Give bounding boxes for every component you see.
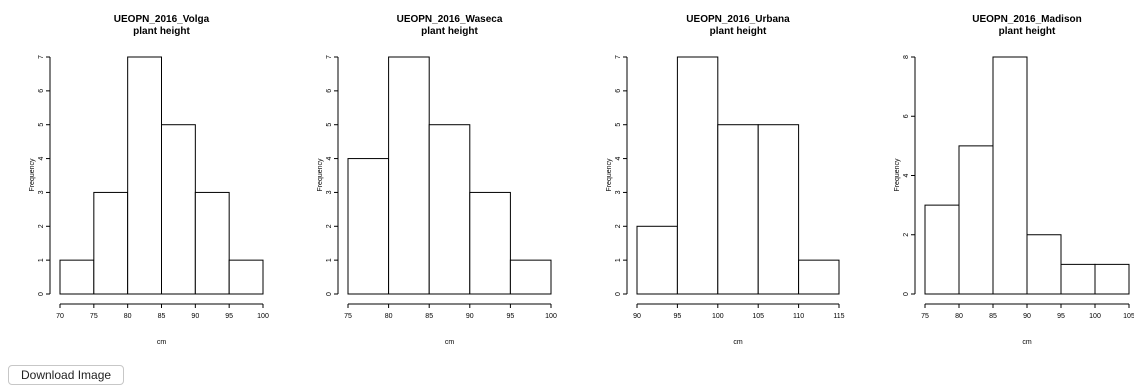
histogram-bar (127, 56, 162, 295)
y-tick-label: 0 (903, 292, 910, 296)
x-tick-label: 90 (1023, 313, 1031, 320)
y-tick-label: 4 (615, 157, 622, 161)
x-axis-label: cm (157, 339, 167, 346)
x-tick-label: 90 (633, 313, 641, 320)
histogram-bar (59, 259, 95, 295)
y-tick-label: 6 (615, 89, 622, 93)
x-tick-label: 80 (385, 313, 393, 320)
y-tick-label: 3 (326, 190, 333, 194)
chart-title: UEOPN_2016_Madison (972, 14, 1082, 25)
y-tick-label: 5 (615, 123, 622, 127)
histogram-bar (509, 259, 552, 295)
y-tick-label: 7 (615, 55, 622, 59)
chart-subtitle: plant height (133, 26, 190, 37)
histogram-bar (388, 56, 430, 295)
chart-subtitle: plant height (421, 26, 478, 37)
x-tick-label: 100 (257, 313, 269, 320)
y-tick-label: 3 (615, 190, 622, 194)
histogram-bar (1094, 263, 1130, 295)
y-axis-label: Frequency (894, 158, 901, 192)
chart-title: UEOPN_2016_Waseca (397, 14, 503, 25)
x-tick-label: 100 (712, 313, 724, 320)
y-tick-label: 4 (326, 157, 333, 161)
x-tick-label: 75 (921, 313, 929, 320)
histogram-bar (757, 124, 800, 295)
histogram-bar (347, 158, 390, 295)
y-tick-label: 2 (326, 224, 333, 228)
y-tick-label: 0 (326, 292, 333, 296)
x-tick-label: 105 (1123, 313, 1134, 320)
y-tick-label: 7 (326, 55, 333, 59)
y-tick-label: 4 (38, 157, 45, 161)
histogram-bar (958, 145, 994, 295)
histogram-bar (636, 225, 678, 295)
histogram-bar (992, 56, 1028, 295)
y-tick-label: 2 (38, 224, 45, 228)
y-tick-label: 4 (903, 173, 910, 177)
x-tick-label: 95 (1057, 313, 1065, 320)
x-tick-label: 80 (955, 313, 963, 320)
x-tick-label: 115 (833, 313, 844, 320)
y-tick-label: 5 (38, 123, 45, 127)
histogram-bar (194, 191, 230, 295)
x-tick-label: 75 (344, 313, 352, 320)
x-axis-label: cm (1022, 339, 1032, 346)
chart-subtitle: plant height (999, 26, 1056, 37)
x-tick-label: 85 (989, 313, 997, 320)
y-axis-label: Frequency (317, 158, 324, 192)
x-tick-label: 105 (752, 313, 764, 320)
histogram-bar (717, 124, 759, 295)
download-image-button[interactable]: Download Image (8, 365, 125, 385)
chart-subtitle: plant height (710, 26, 767, 37)
x-tick-label: 95 (674, 313, 682, 320)
x-tick-label: 70 (56, 313, 64, 320)
chart-title: UEOPN_2016_Volga (114, 14, 210, 25)
histogram-bar (1026, 234, 1062, 295)
y-tick-label: 0 (38, 292, 45, 296)
histogram-bar (798, 259, 840, 295)
x-tick-label: 100 (545, 313, 557, 320)
x-tick-label: 95 (507, 313, 515, 320)
x-tick-label: 95 (225, 313, 233, 320)
histogram-bar (1060, 263, 1096, 295)
histogram-bar (93, 191, 129, 295)
y-axis-label: Frequency (29, 158, 36, 192)
x-tick-label: 80 (124, 313, 132, 320)
y-tick-label: 1 (326, 258, 333, 262)
x-axis-label: cm (445, 339, 455, 346)
y-tick-label: 1 (615, 258, 622, 262)
y-tick-label: 8 (903, 55, 910, 59)
histogram-bar (924, 204, 960, 295)
histogram-bar (469, 191, 511, 295)
histogram-bar (228, 259, 264, 295)
x-tick-label: 90 (191, 313, 199, 320)
x-tick-label: 85 (425, 313, 433, 320)
x-tick-label: 85 (158, 313, 166, 320)
histogram-bar (161, 124, 196, 295)
y-tick-label: 7 (38, 55, 45, 59)
y-tick-label: 6 (326, 89, 333, 93)
y-axis-label: Frequency (606, 158, 613, 192)
y-tick-label: 3 (38, 190, 45, 194)
chart-title: UEOPN_2016_Urbana (686, 14, 790, 25)
x-tick-label: 75 (90, 313, 98, 320)
y-tick-label: 0 (615, 292, 622, 296)
x-tick-label: 110 (793, 313, 804, 320)
y-tick-label: 6 (38, 89, 45, 93)
x-tick-label: 100 (1089, 313, 1101, 320)
y-tick-label: 2 (903, 233, 910, 237)
y-tick-label: 5 (326, 123, 333, 127)
histogram-bar (676, 56, 719, 295)
y-tick-label: 1 (38, 258, 45, 262)
y-tick-label: 2 (615, 224, 622, 228)
histogram-bar (428, 124, 471, 295)
x-tick-label: 90 (466, 313, 474, 320)
x-axis-label: cm (733, 339, 743, 346)
y-tick-label: 6 (903, 114, 910, 118)
